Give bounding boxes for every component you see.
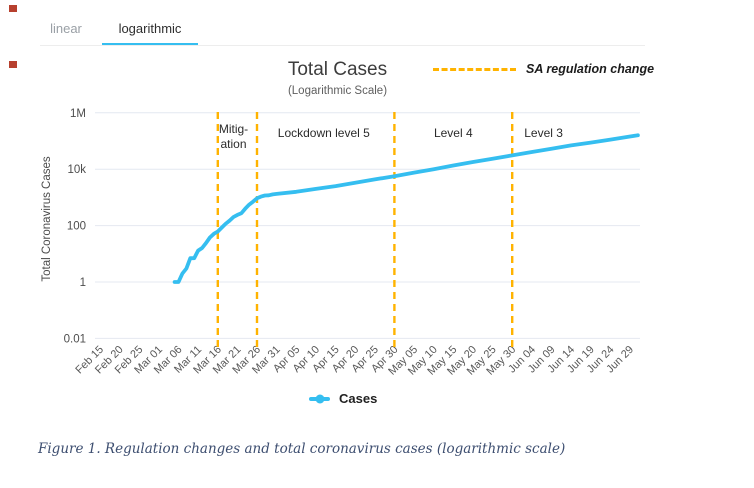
cases-line (172, 133, 640, 284)
x-tick-label: Mar 21 (211, 344, 244, 377)
x-tick-label: Feb 15 (73, 344, 106, 377)
dashed-line-swatch (433, 67, 516, 71)
x-tick-label: Feb 20 (93, 344, 126, 377)
cases-point-swatch (315, 394, 324, 403)
active-tab-underline (102, 43, 198, 46)
x-tick-label: Apr 15 (310, 344, 341, 375)
x-tick-label: Mar 11 (172, 344, 204, 376)
tabs-divider (40, 45, 645, 46)
legend-cases[interactable]: Cases (309, 391, 377, 406)
y-tick-label: 100 (67, 221, 86, 233)
x-tick-label: Mar 01 (132, 344, 165, 377)
x-tick-label: Mar 16 (191, 344, 224, 377)
x-tick-label: Jun 04 (506, 344, 538, 376)
legend-regulation-label: SA regulation change (526, 62, 655, 76)
x-tick-label: May 30 (484, 344, 518, 378)
legend-cases-label: Cases (339, 391, 378, 406)
x-tick-label: Apr 25 (350, 344, 381, 375)
x-tick-label: Jun 19 (565, 344, 597, 376)
stage-label: ation (220, 137, 246, 151)
x-tick-label: May 05 (386, 344, 420, 378)
x-tick-label: Apr 20 (330, 344, 361, 375)
y-tick-label: 0.01 (64, 333, 86, 345)
x-tick-label: Mar 26 (230, 344, 263, 377)
x-tick-label: May 15 (425, 344, 459, 378)
stage-label: Level 4 (434, 126, 473, 140)
x-tick-label: May 10 (406, 344, 440, 378)
x-tick-label: Jun 09 (526, 344, 558, 376)
legend-regulation-change: SA regulation change (433, 62, 654, 76)
figure-caption: Figure 1. Regulation changes and total c… (38, 441, 566, 457)
y-tick-label: 1 (80, 277, 86, 289)
cases-line-swatch (309, 394, 330, 403)
x-tick-label: Feb 25 (113, 344, 146, 377)
chart-subtitle: (Logarithmic Scale) (287, 85, 388, 97)
x-tick-label: May 20 (445, 344, 479, 378)
stage-label: Level 3 (524, 126, 563, 140)
y-axis-title: Total Coronavirus Cases (41, 156, 53, 282)
y-tick-label: 1M (70, 108, 86, 120)
x-tick-label: Apr 05 (271, 344, 302, 375)
red-marker-left (9, 61, 17, 68)
stage-label: Mitig- (219, 122, 248, 136)
x-tick-label: Apr 10 (291, 344, 322, 375)
tab-logarithmic[interactable]: logarithmic (118, 21, 182, 36)
y-tick-label: 10k (67, 164, 86, 176)
tab-linear[interactable]: linear (50, 21, 82, 36)
x-tick-label: Mar 06 (152, 344, 185, 377)
chart-title: Total Cases (287, 59, 388, 80)
x-tick-label: Jun 29 (604, 344, 636, 376)
red-marker-top (9, 5, 17, 12)
x-tick-label: May 25 (465, 344, 499, 378)
stage-label: Lockdown level 5 (278, 126, 370, 140)
x-tick-label: Jun 14 (545, 344, 577, 376)
x-tick-label: Jun 24 (585, 344, 617, 376)
x-tick-label: Mar 31 (250, 344, 283, 377)
x-tick-label: Apr 30 (369, 344, 400, 375)
